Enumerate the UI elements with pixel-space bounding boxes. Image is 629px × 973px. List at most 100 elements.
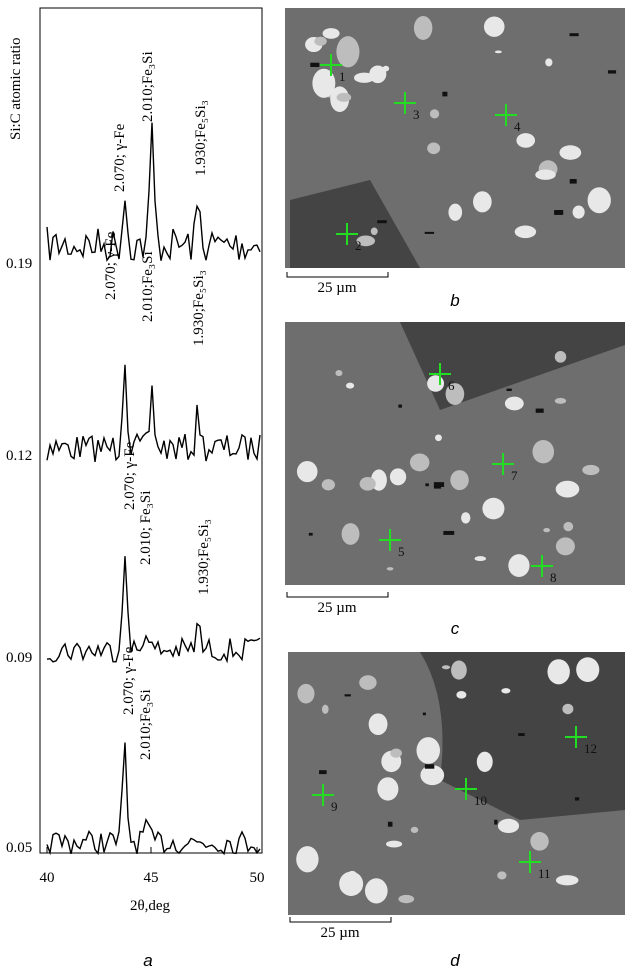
- point-label: 2: [355, 238, 362, 253]
- bright-phase: [336, 36, 360, 68]
- bright-phase: [296, 846, 319, 873]
- pore: [344, 694, 351, 697]
- pore: [319, 770, 327, 775]
- bright-phase: [336, 92, 352, 102]
- bright-phase: [582, 464, 600, 476]
- pore: [443, 530, 455, 535]
- point-cross: [492, 453, 514, 475]
- scale-label: 25 µm: [320, 925, 359, 941]
- pore: [433, 482, 445, 487]
- bright-phase: [514, 225, 537, 239]
- bright-phase: [483, 16, 505, 37]
- panel-label: a: [143, 951, 152, 970]
- point-label: 7: [511, 468, 518, 483]
- bright-phase: [429, 109, 440, 119]
- bright-phase: [427, 375, 445, 392]
- point-label: 3: [413, 107, 420, 122]
- bright-phase: [535, 169, 556, 180]
- trace-label: 0.09: [6, 650, 32, 666]
- bright-phase: [359, 675, 377, 690]
- x-axis-label: 2θ,deg: [130, 898, 171, 914]
- peak-label: 1.930;Fe₅Si₃: [191, 270, 207, 346]
- bright-phase: [416, 737, 440, 764]
- trace-label: 0.19: [6, 256, 32, 272]
- bright-phase: [572, 205, 585, 219]
- peak-label: 1.930;Fe₅Si₃: [196, 519, 212, 595]
- scale-label: 25 µm: [317, 280, 356, 296]
- bright-phase: [451, 660, 467, 680]
- bright-phase: [497, 818, 520, 834]
- pore: [569, 178, 577, 184]
- bright-phase: [390, 748, 402, 758]
- bright-phase: [368, 713, 388, 736]
- bright-phase: [321, 704, 329, 714]
- bright-phase: [554, 350, 567, 363]
- bright-phase: [369, 65, 387, 84]
- point-label: 8: [550, 570, 557, 585]
- pore: [494, 819, 498, 825]
- bright-phase: [445, 383, 465, 405]
- bright-phase: [516, 133, 536, 148]
- scale-bar: [289, 917, 392, 923]
- point-cross: [336, 223, 358, 245]
- x-tick-label: 40: [40, 870, 55, 886]
- pore: [442, 91, 448, 97]
- bright-phase: [382, 65, 390, 72]
- trace-label: 0.12: [6, 448, 32, 464]
- panel-label: d: [450, 951, 460, 970]
- bright-phase: [347, 870, 357, 878]
- bright-phase: [501, 688, 511, 694]
- point-cross: [312, 784, 334, 806]
- bright-phase: [497, 871, 507, 880]
- bright-phase: [532, 440, 555, 464]
- bright-phase: [555, 875, 579, 886]
- peak-label: 2.010;Fe₃Si: [138, 689, 154, 760]
- scale-label: 25 µm: [317, 600, 356, 616]
- peak-label: 2.010;Fe₃Si: [140, 51, 156, 122]
- point-cross: [379, 529, 401, 551]
- bright-phase: [461, 512, 471, 524]
- point-cross: [429, 363, 451, 385]
- bright-phase: [321, 479, 335, 491]
- bright-phase: [555, 537, 575, 556]
- x-tick-label: 50: [250, 870, 265, 886]
- bright-phase: [339, 871, 364, 896]
- point-label: 5: [398, 544, 405, 559]
- bright-phase: [359, 477, 376, 491]
- bright-phase: [364, 878, 388, 904]
- bright-phase: [448, 203, 463, 221]
- point-cross: [455, 778, 477, 800]
- xrd-trace: [46, 742, 261, 856]
- bright-phase: [494, 50, 502, 54]
- bright-phase: [555, 480, 580, 498]
- pore: [506, 388, 512, 392]
- bright-phase: [474, 556, 487, 562]
- pore: [535, 408, 544, 413]
- x-tick-label: 45: [144, 870, 159, 886]
- bright-phase: [377, 777, 399, 801]
- point-label: 6: [448, 378, 455, 393]
- bright-phase: [389, 468, 407, 486]
- bright-phase: [314, 36, 327, 46]
- point-cross: [531, 555, 553, 577]
- point-cross: [519, 851, 541, 873]
- pore: [574, 797, 580, 801]
- bright-phase: [297, 683, 315, 704]
- pore: [424, 764, 435, 769]
- pore: [422, 712, 426, 716]
- bright-phase: [370, 227, 378, 236]
- point-label: 1: [339, 69, 346, 84]
- scale-bar: [286, 272, 389, 278]
- panel-label: c: [451, 619, 460, 638]
- point-cross: [320, 54, 342, 76]
- trace-label: 0.05: [6, 840, 32, 856]
- y-axis-label: Si:C atomic ratio: [8, 38, 24, 141]
- bright-phase: [398, 894, 415, 904]
- bright-phase: [562, 703, 574, 715]
- bright-phase: [441, 665, 451, 670]
- point-label: 12: [584, 741, 597, 756]
- micrograph: 12 10 9 11: [288, 652, 625, 915]
- bright-phase: [476, 751, 493, 772]
- bright-phase: [543, 527, 551, 533]
- bright-phase: [386, 840, 403, 848]
